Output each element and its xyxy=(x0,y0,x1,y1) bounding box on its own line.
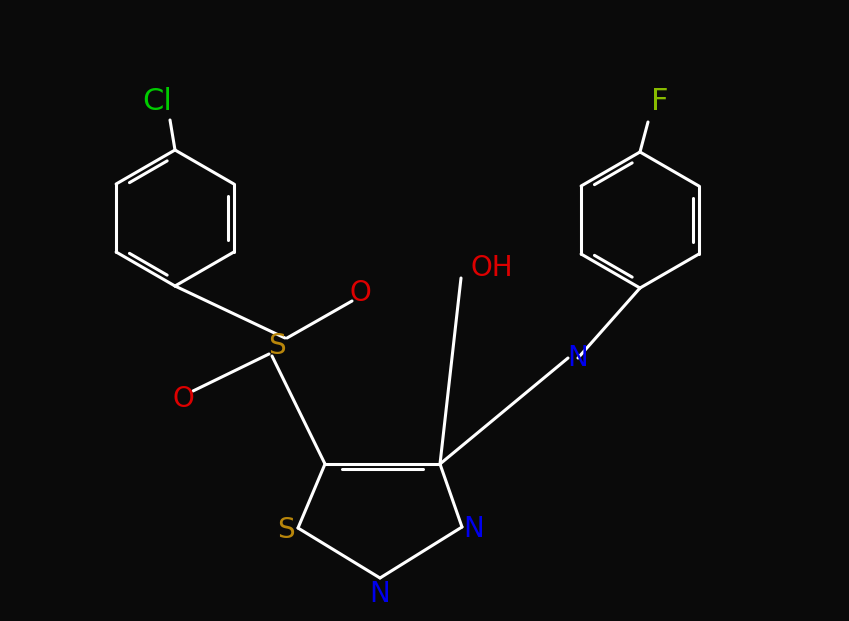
Text: F: F xyxy=(651,88,669,117)
Text: O: O xyxy=(172,385,194,413)
Text: N: N xyxy=(464,515,485,543)
Text: S: S xyxy=(277,516,295,544)
Text: N: N xyxy=(568,344,588,372)
Text: OH: OH xyxy=(471,254,514,282)
Text: Cl: Cl xyxy=(142,88,172,117)
Text: N: N xyxy=(369,580,391,608)
Text: O: O xyxy=(349,279,371,307)
Text: S: S xyxy=(268,332,286,360)
